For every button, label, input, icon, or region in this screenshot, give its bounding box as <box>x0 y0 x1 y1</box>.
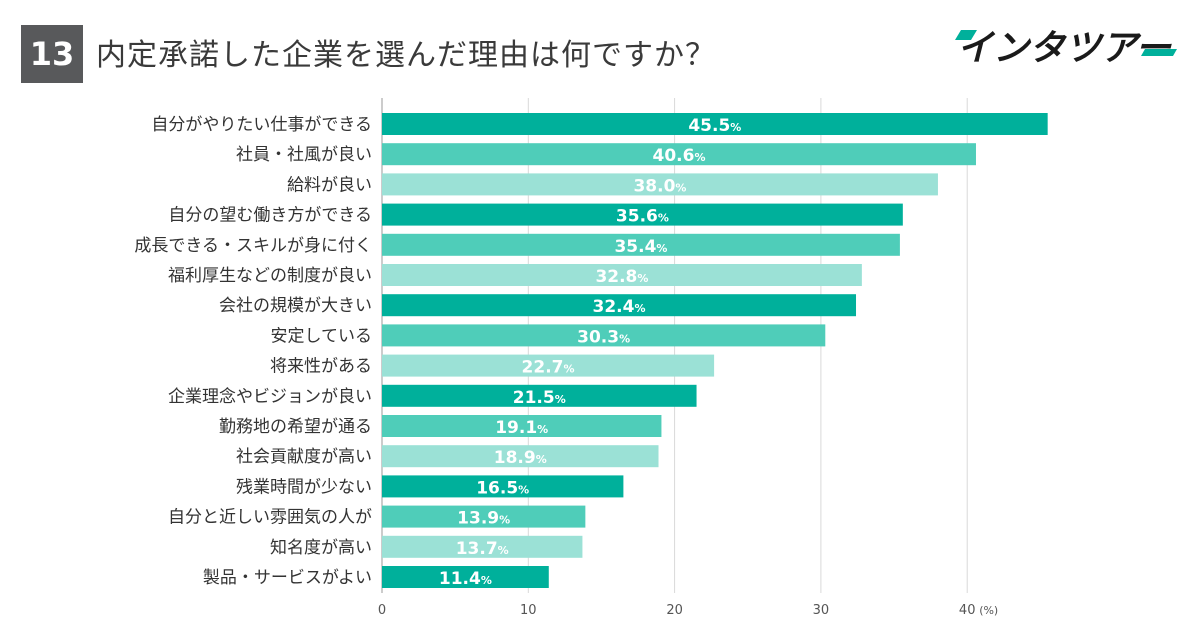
intatour-logo: インタツアー <box>955 28 1177 69</box>
bar <box>382 324 826 347</box>
data-label: 40.6% <box>652 146 705 166</box>
data-label: 32.4% <box>593 297 646 317</box>
data-label: 13.7% <box>456 539 509 559</box>
data-label: 32.8% <box>595 267 648 287</box>
data-label: 13.9% <box>457 509 510 529</box>
bar <box>382 415 662 437</box>
logo-accent-right <box>1141 49 1177 56</box>
bar <box>382 233 900 256</box>
category-label: 成長できる・スキルが身に付く <box>134 236 372 256</box>
x-axis: 0 10 20 30 40 (%) <box>378 603 998 618</box>
data-label: 30.3% <box>577 327 630 347</box>
x-tick-label: 10 <box>520 603 537 618</box>
bar <box>382 566 549 588</box>
category-label: 残業時間が少ない <box>236 477 372 497</box>
x-tick-label: 0 <box>378 603 386 618</box>
bar <box>382 143 976 166</box>
x-tick-label: 30 <box>813 603 830 618</box>
category-label: 社会貢献度が高い <box>236 447 372 467</box>
bar <box>382 264 862 286</box>
category-label: 勤務地の希望が通る <box>219 417 372 437</box>
category-label: 自分と近しい雰囲気の人が <box>168 508 372 528</box>
bar <box>382 113 1048 135</box>
data-label: 16.5% <box>476 478 529 498</box>
question-number-badge: 13 <box>21 25 83 83</box>
chart-title: 内定承諾した企業を選んだ理由は何ですか？ <box>96 38 716 73</box>
category-label: 将来性がある <box>270 357 372 377</box>
data-label: 18.9% <box>494 448 547 468</box>
data-label: 45.5% <box>688 116 741 136</box>
data-label: 19.1% <box>495 418 548 438</box>
x-tick-label: 20 <box>666 603 683 618</box>
data-label: 35.4% <box>614 237 667 257</box>
bar <box>382 384 697 407</box>
bar <box>382 173 938 196</box>
bar <box>382 535 583 558</box>
category-label: 給料が良い <box>287 175 372 195</box>
x-axis-unit: (%) <box>979 604 998 617</box>
category-labels: 自分がやりたい仕事ができる社員・社風が良い給料が良い自分の望む働き方ができる成長… <box>134 115 372 588</box>
bar <box>382 203 903 226</box>
data-label: 11.4% <box>439 569 492 589</box>
category-label: 企業理念やビジョンが良い <box>168 386 372 407</box>
bar <box>382 505 586 528</box>
category-label: 製品・サービスがよい <box>203 568 372 588</box>
category-label: 社員・社風が良い <box>236 145 372 165</box>
logo-text: インタツアー <box>957 28 1172 69</box>
bar <box>382 294 857 317</box>
data-label: 35.6% <box>616 207 669 227</box>
category-label: 福利厚生などの制度が良い <box>168 266 372 286</box>
data-label: 22.7% <box>522 358 575 378</box>
category-label: 知名度が高い <box>270 538 372 558</box>
bar <box>382 445 659 468</box>
logo-accent-left <box>955 30 977 40</box>
data-label: 38.0% <box>633 176 686 196</box>
data-label: 21.5% <box>513 388 566 408</box>
category-label: 会社の規模が大きい <box>219 296 372 316</box>
bar <box>382 475 624 498</box>
bar <box>382 354 715 377</box>
bars: 45.5% 40.6% 38.0% 35.6% 35.4% 32.8% 32.4% 30.3%… <box>382 113 1048 589</box>
x-tick-label: 40 <box>959 603 976 618</box>
category-label: 安定している <box>271 326 373 346</box>
category-label: 自分がやりたい仕事ができる <box>151 115 372 135</box>
category-label: 自分の望む働き方ができる <box>168 206 372 226</box>
